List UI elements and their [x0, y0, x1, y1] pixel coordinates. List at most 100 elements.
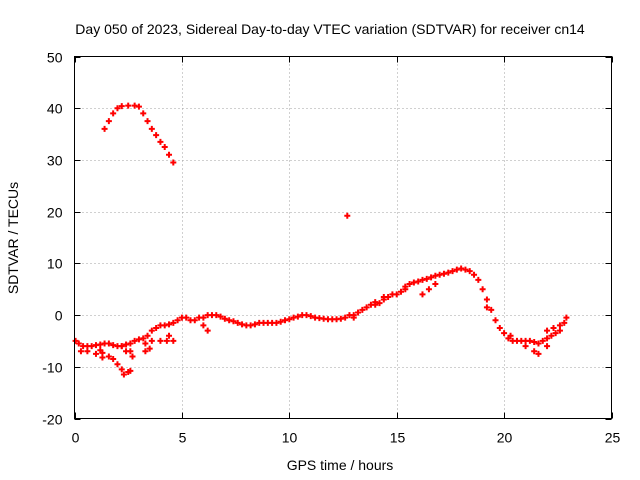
- data-point: [402, 286, 409, 293]
- data-point: [200, 322, 207, 329]
- data-point: [410, 279, 417, 286]
- data-point: [483, 296, 490, 303]
- data-point: [466, 268, 473, 275]
- data-point: [221, 315, 228, 322]
- data-point: [120, 371, 127, 378]
- data-point: [436, 271, 443, 278]
- data-point: [97, 341, 104, 348]
- data-point: [105, 353, 112, 360]
- data-point: [522, 343, 529, 350]
- data-point: [453, 266, 460, 273]
- data-point: [226, 317, 233, 324]
- data-point: [501, 330, 508, 337]
- data-point: [294, 313, 301, 320]
- data-point: [561, 319, 568, 326]
- data-point: [110, 356, 117, 363]
- data-point: [526, 337, 533, 344]
- data-point: [157, 138, 164, 145]
- data-point: [282, 317, 289, 324]
- data-point: [77, 348, 84, 355]
- data-point: [84, 348, 91, 355]
- data-point: [428, 274, 435, 281]
- y-tick-label: 0: [55, 308, 63, 324]
- data-point: [277, 318, 284, 325]
- data-point: [393, 291, 400, 298]
- y-tick-label: -20: [42, 412, 62, 428]
- data-point: [166, 151, 173, 158]
- data-point: [99, 354, 106, 361]
- data-point: [432, 281, 439, 288]
- data-point: [397, 288, 404, 295]
- data-point: [174, 317, 181, 324]
- data-point: [166, 332, 173, 339]
- data-point: [475, 276, 482, 283]
- data-point: [230, 318, 237, 325]
- data-point: [92, 350, 99, 357]
- data-point: [131, 102, 138, 109]
- data-point: [204, 327, 211, 334]
- data-point: [118, 343, 125, 350]
- series-group: [344, 212, 351, 219]
- x-tick-label: 0: [72, 430, 80, 446]
- y-tick-label: 50: [47, 50, 63, 66]
- data-point: [166, 321, 173, 328]
- data-point: [535, 350, 542, 357]
- data-point: [170, 159, 177, 166]
- data-point: [307, 313, 314, 320]
- data-point: [140, 335, 147, 342]
- data-point: [380, 293, 387, 300]
- data-point: [556, 327, 563, 334]
- data-point: [170, 319, 177, 326]
- data-point: [552, 330, 559, 337]
- data-point: [127, 367, 134, 374]
- data-point: [488, 306, 495, 313]
- data-point: [303, 312, 310, 319]
- data-point: [140, 110, 147, 117]
- data-point: [440, 270, 447, 277]
- data-point: [105, 340, 112, 347]
- data-point: [449, 268, 456, 275]
- data-point: [183, 314, 190, 321]
- series-group: [72, 265, 568, 350]
- data-point: [161, 322, 168, 329]
- data-point: [496, 325, 503, 331]
- data-point: [406, 281, 413, 288]
- data-point: [359, 306, 366, 313]
- data-point: [479, 286, 486, 293]
- data-point: [355, 309, 362, 316]
- data-point: [492, 317, 499, 324]
- data-point: [144, 118, 151, 125]
- data-point: [535, 340, 542, 347]
- data-point: [337, 315, 344, 322]
- y-axis-label: SDTVAR / TECUs: [5, 182, 21, 294]
- data-point: [539, 337, 546, 344]
- data-point: [419, 291, 426, 298]
- data-point: [531, 338, 538, 345]
- grid-lines: [74, 56, 612, 419]
- x-tick-label: 25: [605, 430, 621, 446]
- data-point: [544, 327, 551, 334]
- data-point: [142, 340, 149, 347]
- data-point: [161, 144, 168, 150]
- data-point: [344, 212, 351, 219]
- data-point: [247, 322, 254, 329]
- x-tick-label: 15: [390, 430, 406, 446]
- data-point: [213, 312, 220, 319]
- data-point: [563, 314, 570, 321]
- data-point: [118, 366, 125, 373]
- data-point: [127, 348, 134, 355]
- data-point: [548, 332, 555, 339]
- data-point: [234, 319, 241, 326]
- data-point: [531, 348, 538, 355]
- data-point: [342, 314, 349, 321]
- x-tick-label: 5: [179, 430, 187, 446]
- y-tick-label: 40: [47, 101, 63, 117]
- data-point: [432, 272, 439, 279]
- data-point: [462, 266, 469, 273]
- y-tick-label: 20: [47, 205, 63, 221]
- data-point: [97, 347, 104, 354]
- data-point: [114, 361, 121, 368]
- data-point: [114, 105, 121, 112]
- data-point: [135, 336, 142, 343]
